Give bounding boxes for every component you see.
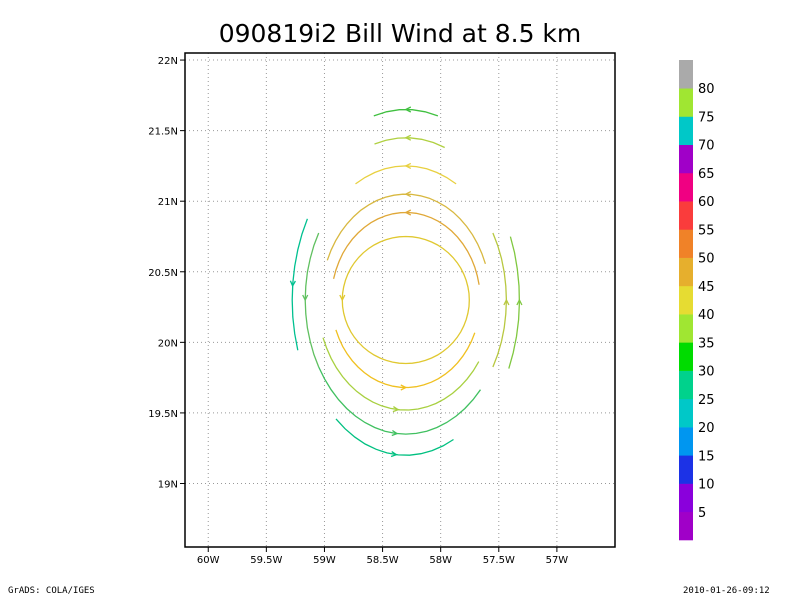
colorbar-swatch — [679, 60, 693, 89]
streamline-arrow — [289, 280, 296, 288]
streamline-arc — [304, 232, 320, 368]
x-tick-label: 58W — [429, 555, 452, 566]
colorbar-swatch — [679, 483, 693, 513]
colorbar-swatch — [679, 229, 693, 258]
streamline-arc — [332, 211, 480, 285]
y-tick-label: 20.5N — [148, 268, 178, 279]
colorbar-swatch — [679, 342, 693, 371]
streamline-arc — [326, 193, 487, 265]
footer-credit: GrADS: COLA/IGES — [8, 586, 95, 596]
y-tick-label: 19N — [158, 479, 178, 490]
streamline-arc — [335, 418, 454, 456]
streamline-arc — [492, 232, 508, 368]
streamline-arrow — [400, 384, 408, 391]
streamline-arc — [291, 218, 309, 351]
colorbar-swatch — [679, 144, 693, 174]
colorbar-label: 10 — [698, 478, 715, 493]
y-tick-label: 21N — [158, 197, 178, 208]
chart-title: 090819i2 Bill Wind at 8.5 km — [219, 19, 582, 48]
colorbar-legend: 5 10 15 20 25 30 35 40 45 50 55 60 65 70 75 80 — [679, 60, 715, 541]
streamline-arrow — [391, 429, 399, 437]
y-tick-label: 19.5N — [148, 409, 178, 420]
colorbar-swatch — [679, 314, 693, 343]
streamline-arrow — [302, 294, 309, 302]
colorbar-label: 80 — [698, 82, 715, 97]
colorbar-label: 65 — [698, 167, 715, 182]
streamline-arrow — [339, 294, 346, 302]
x-tick-label: 57.5W — [483, 555, 515, 566]
streamline-arrow — [503, 298, 510, 306]
colorbar-swatch — [679, 172, 693, 202]
colorbar-label: 55 — [698, 223, 715, 238]
colorbar-swatch — [679, 427, 693, 456]
colorbar-label: 20 — [698, 421, 715, 436]
y-tick-label: 21.5N — [148, 127, 178, 138]
colorbar-swatch — [679, 511, 693, 541]
streamline-arrow — [404, 106, 412, 113]
colorbar-label: 5 — [698, 506, 706, 521]
x-tick-label: 59W — [313, 555, 336, 566]
colorbar-label: 60 — [698, 195, 715, 210]
footer-timestamp: 2010-01-26-09:12 — [683, 586, 770, 596]
streamline-arc — [335, 329, 476, 389]
colorbar-label: 40 — [698, 308, 715, 323]
colorbar-label: 75 — [698, 110, 715, 125]
colorbar-label: 25 — [698, 393, 715, 408]
streamline-arc — [373, 109, 439, 117]
plot-frame — [184, 52, 616, 548]
streamline-arrow — [404, 162, 412, 169]
colorbar-label: 30 — [698, 365, 715, 380]
x-tick-label: 57W — [546, 555, 569, 566]
streamline-arrow — [392, 406, 400, 413]
colorbar-swatch — [679, 257, 693, 287]
streamline-arc — [318, 366, 482, 435]
x-tick-label: 58.5W — [366, 555, 398, 566]
streamline-arrow — [390, 451, 398, 458]
streamline-arc — [508, 236, 521, 369]
streamline-arrow — [404, 209, 412, 216]
colorbar-swatch — [679, 116, 693, 146]
colorbar-swatch — [679, 398, 693, 428]
y-axis-ticks: 19N 19.5N 20N 20.5N 21N 21.5N 22N — [148, 56, 185, 490]
streamline-arc — [322, 337, 480, 411]
streamline-arc — [374, 137, 445, 149]
streamline-arc — [341, 235, 470, 365]
grid-lines — [185, 53, 615, 547]
colorbar-label: 70 — [698, 139, 715, 154]
x-tick-label: 59.5W — [250, 555, 282, 566]
x-tick-label: 60W — [197, 555, 220, 566]
colorbar-swatch — [679, 201, 693, 230]
colorbar-label: 45 — [698, 280, 715, 295]
wind-streamlines — [289, 106, 523, 458]
colorbar-label: 15 — [698, 449, 715, 464]
y-tick-label: 20N — [158, 338, 178, 349]
streamline-arrow — [404, 134, 412, 141]
colorbar-swatch — [679, 285, 693, 315]
streamline-arrow — [404, 191, 412, 198]
y-tick-label: 22N — [158, 56, 178, 67]
streamline-arrow — [516, 298, 523, 306]
colorbar-swatch — [679, 455, 693, 484]
colorbar-swatch — [679, 370, 693, 400]
x-axis-ticks: 60W 59.5W 59W 58.5W 58W 57.5W 57W — [197, 547, 568, 566]
colorbar-label: 35 — [698, 336, 715, 351]
colorbar-label: 50 — [698, 252, 715, 267]
colorbar-swatch — [679, 88, 693, 117]
